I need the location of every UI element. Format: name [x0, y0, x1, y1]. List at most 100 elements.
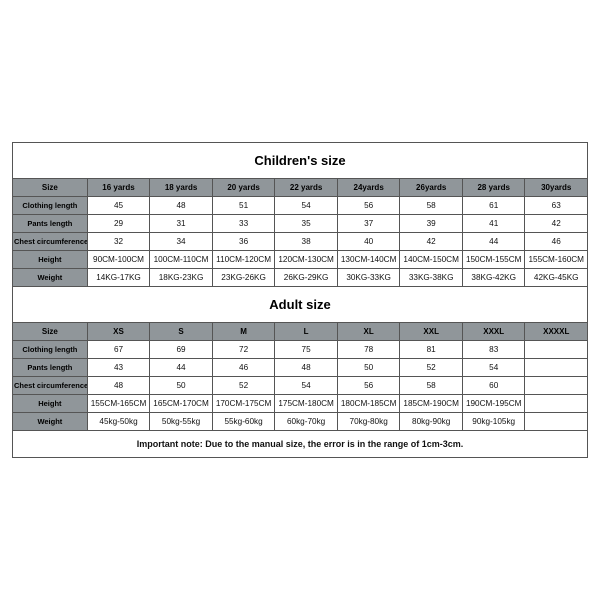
section-title: Adult size [13, 287, 588, 323]
table-row: Pants length2931333537394142 [13, 215, 588, 233]
data-cell: 52 [400, 359, 463, 377]
data-cell: 130CM-140CM [337, 251, 400, 269]
header-size: L [275, 323, 338, 341]
data-cell: 155CM-165CM [87, 395, 150, 413]
data-cell: 56 [337, 377, 400, 395]
data-cell: 61 [462, 197, 525, 215]
data-cell: 23KG-26KG [212, 269, 275, 287]
note-row: Important note: Due to the manual size, … [13, 431, 588, 458]
data-cell: 100CM-110CM [150, 251, 213, 269]
data-cell: 46 [212, 359, 275, 377]
data-cell: 26KG-29KG [275, 269, 338, 287]
header-size: XXL [400, 323, 463, 341]
data-cell [525, 341, 588, 359]
data-cell: 14KG-17KG [87, 269, 150, 287]
header-size: 16 yards [87, 179, 150, 197]
row-label: Chest circumference 1/2 [13, 377, 88, 395]
data-cell: 39 [400, 215, 463, 233]
header-size: 22 yards [275, 179, 338, 197]
size-chart-table: Children's sizeSize16 yards18 yards20 ya… [12, 142, 588, 458]
data-cell: 33KG-38KG [400, 269, 463, 287]
table-row: Pants length43444648505254 [13, 359, 588, 377]
data-cell: 52 [212, 377, 275, 395]
data-cell: 155CM-160CM [525, 251, 588, 269]
data-cell: 70kg-80kg [337, 413, 400, 431]
data-cell: 18KG-23KG [150, 269, 213, 287]
data-cell: 48 [150, 197, 213, 215]
data-cell: 29 [87, 215, 150, 233]
data-cell: 67 [87, 341, 150, 359]
data-cell: 90CM-100CM [87, 251, 150, 269]
data-cell: 54 [275, 197, 338, 215]
table-row: Chest circumference 1/23234363840424446 [13, 233, 588, 251]
data-cell: 42KG-45KG [525, 269, 588, 287]
data-cell: 55kg-60kg [212, 413, 275, 431]
header-size: 30yards [525, 179, 588, 197]
data-cell: 63 [525, 197, 588, 215]
data-cell: 38KG-42KG [462, 269, 525, 287]
header-label: Size [13, 179, 88, 197]
header-size: 28 yards [462, 179, 525, 197]
section-title: Children's size [13, 143, 588, 179]
table-row: Height90CM-100CM100CM-110CM110CM-120CM12… [13, 251, 588, 269]
data-cell: 69 [150, 341, 213, 359]
data-cell: 140CM-150CM [400, 251, 463, 269]
data-cell: 36 [212, 233, 275, 251]
data-cell: 42 [525, 215, 588, 233]
table-row: Weight14KG-17KG18KG-23KG23KG-26KG26KG-29… [13, 269, 588, 287]
data-cell: 44 [150, 359, 213, 377]
data-cell: 150CM-155CM [462, 251, 525, 269]
section-title-row: Children's size [13, 143, 588, 179]
header-size: 18 yards [150, 179, 213, 197]
data-cell: 190CM-195CM [462, 395, 525, 413]
data-cell: 90kg-105kg [462, 413, 525, 431]
section-title-row: Adult size [13, 287, 588, 323]
data-cell: 185CM-190CM [400, 395, 463, 413]
data-cell: 51 [212, 197, 275, 215]
data-cell: 78 [337, 341, 400, 359]
data-cell: 110CM-120CM [212, 251, 275, 269]
data-cell: 50 [337, 359, 400, 377]
data-cell: 50kg-55kg [150, 413, 213, 431]
data-cell [525, 395, 588, 413]
row-label: Weight [13, 413, 88, 431]
data-cell: 120CM-130CM [275, 251, 338, 269]
data-cell: 34 [150, 233, 213, 251]
header-row: Size16 yards18 yards20 yards22 yards24ya… [13, 179, 588, 197]
table-row: Weight45kg-50kg50kg-55kg55kg-60kg60kg-70… [13, 413, 588, 431]
data-cell [525, 359, 588, 377]
header-size: XXXL [462, 323, 525, 341]
header-row: SizeXSSMLXLXXLXXXLXXXXL [13, 323, 588, 341]
data-cell: 41 [462, 215, 525, 233]
size-chart-wrapper: Children's sizeSize16 yards18 yards20 ya… [0, 142, 600, 458]
data-cell: 50 [150, 377, 213, 395]
data-cell: 60 [462, 377, 525, 395]
data-cell: 175CM-180CM [275, 395, 338, 413]
table-row: Chest circumference 1/248505254565860 [13, 377, 588, 395]
data-cell: 37 [337, 215, 400, 233]
data-cell: 81 [400, 341, 463, 359]
table-row: Clothing length67697275788183 [13, 341, 588, 359]
data-cell [525, 377, 588, 395]
data-cell: 33 [212, 215, 275, 233]
data-cell: 170CM-175CM [212, 395, 275, 413]
header-size: M [212, 323, 275, 341]
row-label: Weight [13, 269, 88, 287]
header-label: Size [13, 323, 88, 341]
data-cell: 60kg-70kg [275, 413, 338, 431]
data-cell: 83 [462, 341, 525, 359]
data-cell: 58 [400, 197, 463, 215]
data-cell: 43 [87, 359, 150, 377]
data-cell: 48 [87, 377, 150, 395]
note-text: Important note: Due to the manual size, … [13, 431, 588, 458]
data-cell: 45 [87, 197, 150, 215]
header-size: 26yards [400, 179, 463, 197]
data-cell: 80kg-90kg [400, 413, 463, 431]
header-size: 24yards [337, 179, 400, 197]
data-cell: 180CM-185CM [337, 395, 400, 413]
data-cell [525, 413, 588, 431]
data-cell: 75 [275, 341, 338, 359]
row-label: Clothing length [13, 197, 88, 215]
row-label: Height [13, 395, 88, 413]
header-size: 20 yards [212, 179, 275, 197]
